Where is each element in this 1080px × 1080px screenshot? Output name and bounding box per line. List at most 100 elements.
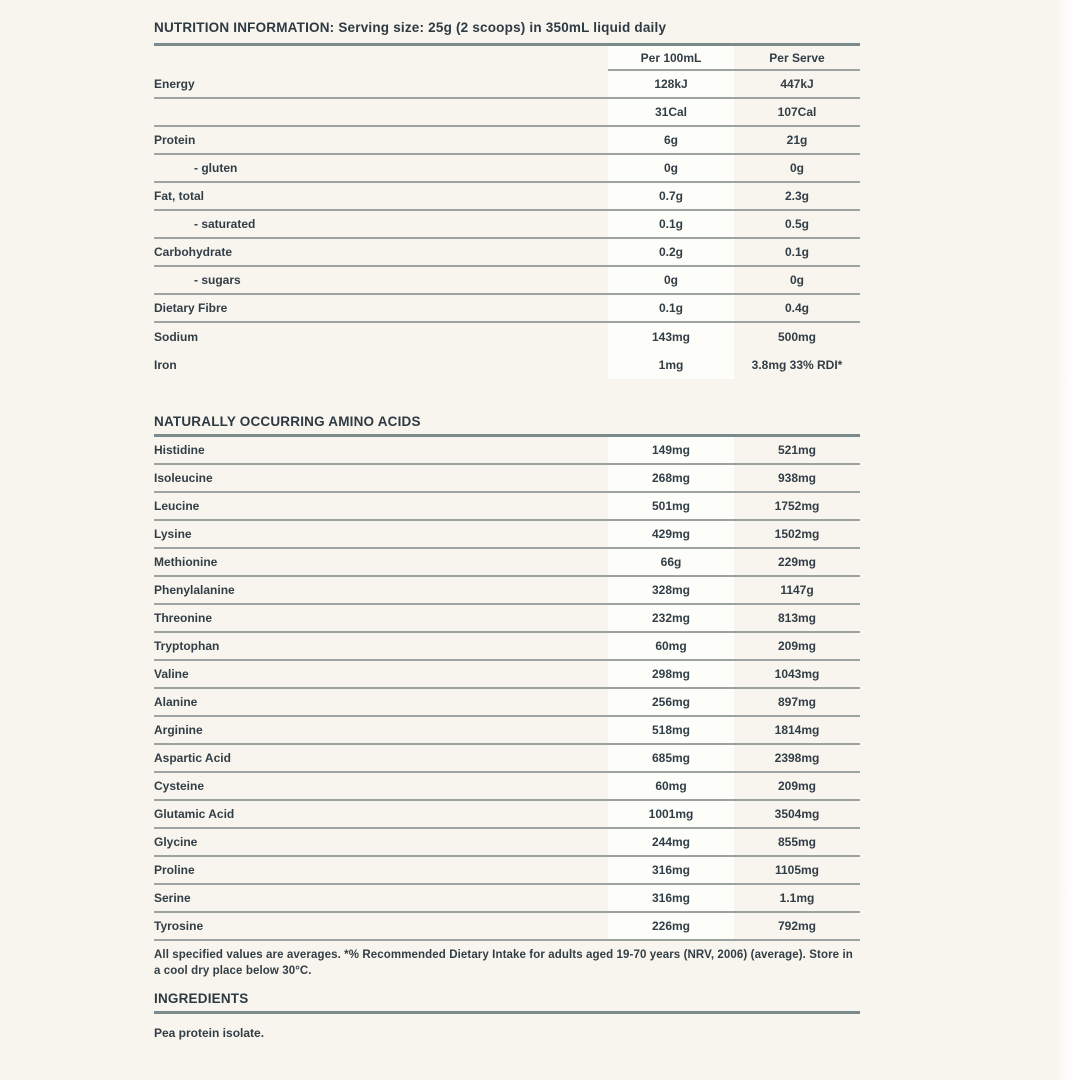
table-row: Glutamic Acid 1001mg 3504mg [154,801,860,829]
amino-per-serve-value: 521mg [777,443,817,457]
table-row: Tryptophan 60mg 209mg [154,633,860,661]
amino-title-rule [154,434,860,437]
nutrient-per-100ml-value: 0.7g [608,183,734,209]
amino-acids-table: Histidine 149mg 521mg Isoleucine 268mg 9… [154,437,860,941]
amino-acids-title: NATURALLY OCCURRING AMINO ACIDS [154,414,421,429]
amino-acid-label: Tryptophan [154,639,220,653]
amino-per-100ml-value: 1001mg [608,801,734,827]
amino-per-100ml-value: 328mg [608,577,734,603]
table-row: Dietary Fibre 0.1g 0.4g [154,295,860,323]
table-header-row: Per 100mL Per Serve [154,46,860,71]
amino-per-100ml-value: 226mg [608,913,734,939]
amino-acid-label: Phenylalanine [154,583,235,597]
table-row: Alanine 256mg 897mg [154,689,860,717]
amino-acid-label: Leucine [154,499,200,513]
amino-acid-label: Isoleucine [154,471,213,485]
amino-acid-label: Arginine [154,723,203,737]
amino-per-100ml-value: 316mg [608,857,734,883]
table-row: Arginine 518mg 1814mg [154,717,860,745]
nutrient-per-serve-value: 3.8mg 33% RDI* [751,358,843,372]
amino-per-serve-value: 1105mg [774,863,820,877]
amino-per-serve-value: 1043mg [774,667,820,681]
amino-per-100ml-value: 60mg [608,633,734,659]
amino-per-serve-value: 1147g [780,583,814,597]
amino-per-100ml-value: 685mg [608,745,734,771]
nutrition-panel: NUTRITION INFORMATION: Serving size: 25g… [154,20,860,1052]
nutrient-per-100ml-value: 0g [608,155,734,181]
ingredients-title-rule [154,1010,860,1014]
amino-per-100ml-value: 244mg [608,829,734,855]
table-row: - sugars 0g 0g [154,267,860,295]
amino-per-serve-value: 1752mg [774,499,820,513]
table-row: Glycine 244mg 855mg [154,829,860,857]
table-row: - gluten 0g 0g [154,155,860,183]
table-row: Aspartic Acid 685mg 2398mg [154,745,860,773]
nutrient-per-serve-value: 447kJ [780,77,814,91]
nutrition-table-body: Energy 128kJ 447kJ 31Cal 107Cal Protein … [154,71,860,379]
nutrient-label: Protein [154,133,196,147]
amino-acid-label: Valine [154,667,189,681]
nutrient-per-serve-value: 0g [789,161,804,175]
table-row: Leucine 501mg 1752mg [154,493,860,521]
table-row: Proline 316mg 1105mg [154,857,860,885]
amino-acid-label: Threonine [154,611,213,625]
amino-per-serve-value: 813mg [777,611,817,625]
amino-per-100ml-value: 518mg [608,717,734,743]
table-row: Lysine 429mg 1502mg [154,521,860,549]
amino-acid-label: Tyrosine [154,919,204,933]
nutrition-table: Per 100mL Per Serve Energy 128kJ 447kJ 3… [154,46,860,379]
amino-per-100ml-value: 429mg [608,521,734,547]
table-row: Histidine 149mg 521mg [154,437,860,465]
table-row: Sodium 143mg 500mg [154,323,860,351]
nutrient-per-serve-value: 0g [789,273,804,287]
nutrient-per-serve-value: 0.5g [784,217,809,231]
table-row: Cysteine 60mg 209mg [154,773,860,801]
nutrient-per-serve-value: 21g [786,133,808,147]
nutrient-per-serve-value: 107Cal [777,105,817,119]
table-row: Threonine 232mg 813mg [154,605,860,633]
amino-per-100ml-value: 60mg [608,773,734,799]
amino-acid-label: Aspartic Acid [154,751,231,765]
column-header-per-serve: Per Serve [734,46,860,71]
column-header-per-100ml: Per 100mL [608,46,734,71]
table-row: Protein 6g 21g [154,127,860,155]
title-rule [154,43,860,46]
nutrient-per-100ml-value: 128kJ [608,71,734,97]
amino-per-100ml-value: 256mg [608,689,734,715]
amino-per-serve-value: 2398mg [774,751,820,765]
nutrient-per-100ml-value: 31Cal [608,99,734,125]
amino-acid-label: Glutamic Acid [154,807,235,821]
table-row: Phenylalanine 328mg 1147g [154,577,860,605]
ingredients-section: INGREDIENTS Pea protein isolate. [154,991,860,1040]
amino-per-serve-value: 1814mg [774,723,820,737]
amino-per-100ml-value: 149mg [608,437,734,463]
amino-per-serve-value: 3504mg [774,807,820,821]
table-row: Tyrosine 226mg 792mg [154,913,860,941]
nutrient-label: - gluten [194,161,238,175]
nutrition-table-title: NUTRITION INFORMATION: Serving size: 25g… [154,20,667,35]
nutrient-per-serve-value: 0.4g [784,301,809,315]
amino-per-100ml-value: 268mg [608,465,734,491]
nutrient-label: Iron [154,358,177,372]
nutrient-per-serve-value: 2.3g [784,189,809,203]
nutrient-label: - sugars [194,273,241,287]
nutrient-per-serve-value: 0.1g [784,245,809,259]
table-row: Methionine 66g 229mg [154,549,860,577]
table-row: Serine 316mg 1.1mg [154,885,860,913]
nutrient-per-100ml-value: 0g [608,267,734,293]
amino-per-serve-value: 938mg [777,471,817,485]
table-row: Iron 1mg 3.8mg 33% RDI* [154,351,860,379]
table-row: Isoleucine 268mg 938mg [154,465,860,493]
amino-per-serve-value: 855mg [777,835,817,849]
amino-per-serve-value: 897mg [777,695,817,709]
amino-acid-label: Glycine [154,835,198,849]
nutrient-per-100ml-value: 143mg [608,323,734,351]
amino-per-100ml-value: 232mg [608,605,734,631]
amino-per-100ml-value: 316mg [608,885,734,911]
amino-per-100ml-value: 66g [608,549,734,575]
amino-acid-label: Cysteine [154,779,205,793]
nutrient-per-100ml-value: 6g [608,127,734,153]
nutrient-label: Energy [154,77,195,91]
nutrient-label: Sodium [154,330,198,344]
amino-acids-section: NATURALLY OCCURRING AMINO ACIDS Histidin… [154,414,860,941]
